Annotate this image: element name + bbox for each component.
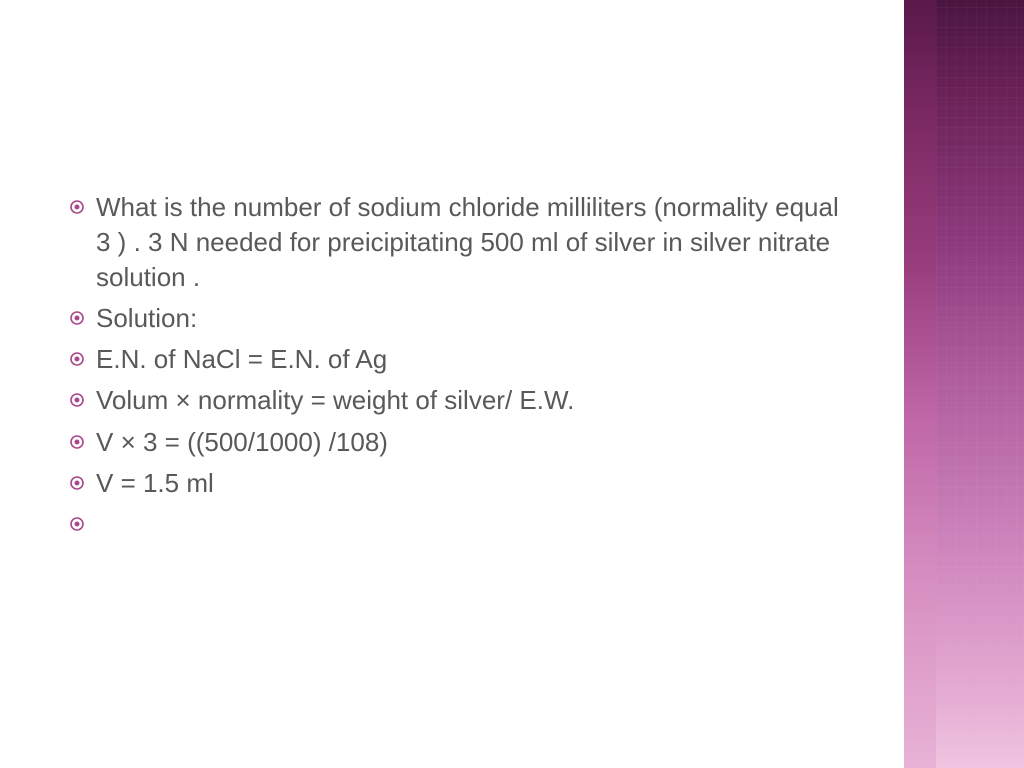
slide-content: What is the number of sodium chloride mi…	[70, 190, 850, 537]
side-accent	[904, 0, 1024, 768]
bullet-text: E.N. of NaCl = E.N. of Ag	[96, 342, 387, 377]
bullet-target-icon	[70, 435, 84, 449]
bullet-item: E.N. of NaCl = E.N. of Ag	[70, 342, 850, 377]
bullet-item: What is the number of sodium chloride mi…	[70, 190, 850, 295]
bullet-text: V × 3 = ((500/1000) /108)	[96, 425, 388, 460]
bullet-text: Solution:	[96, 301, 197, 336]
bullet-item	[70, 507, 850, 531]
bullet-text: What is the number of sodium chloride mi…	[96, 190, 850, 295]
bullet-text: Volum × normality = weight of silver/ E.…	[96, 383, 574, 418]
bullet-target-icon	[70, 200, 84, 214]
bullet-target-icon	[70, 476, 84, 490]
bullet-item: V × 3 = ((500/1000) /108)	[70, 425, 850, 460]
bullet-target-icon	[70, 393, 84, 407]
bullet-target-icon	[70, 311, 84, 325]
bullet-item: V = 1.5 ml	[70, 466, 850, 501]
bullet-item: Volum × normality = weight of silver/ E.…	[70, 383, 850, 418]
bullet-item: Solution:	[70, 301, 850, 336]
accent-bar-wide	[936, 0, 1024, 768]
bullet-target-icon	[70, 352, 84, 366]
bullet-text: V = 1.5 ml	[96, 466, 214, 501]
accent-bar-narrow	[904, 0, 936, 768]
bullet-target-icon	[70, 517, 84, 531]
